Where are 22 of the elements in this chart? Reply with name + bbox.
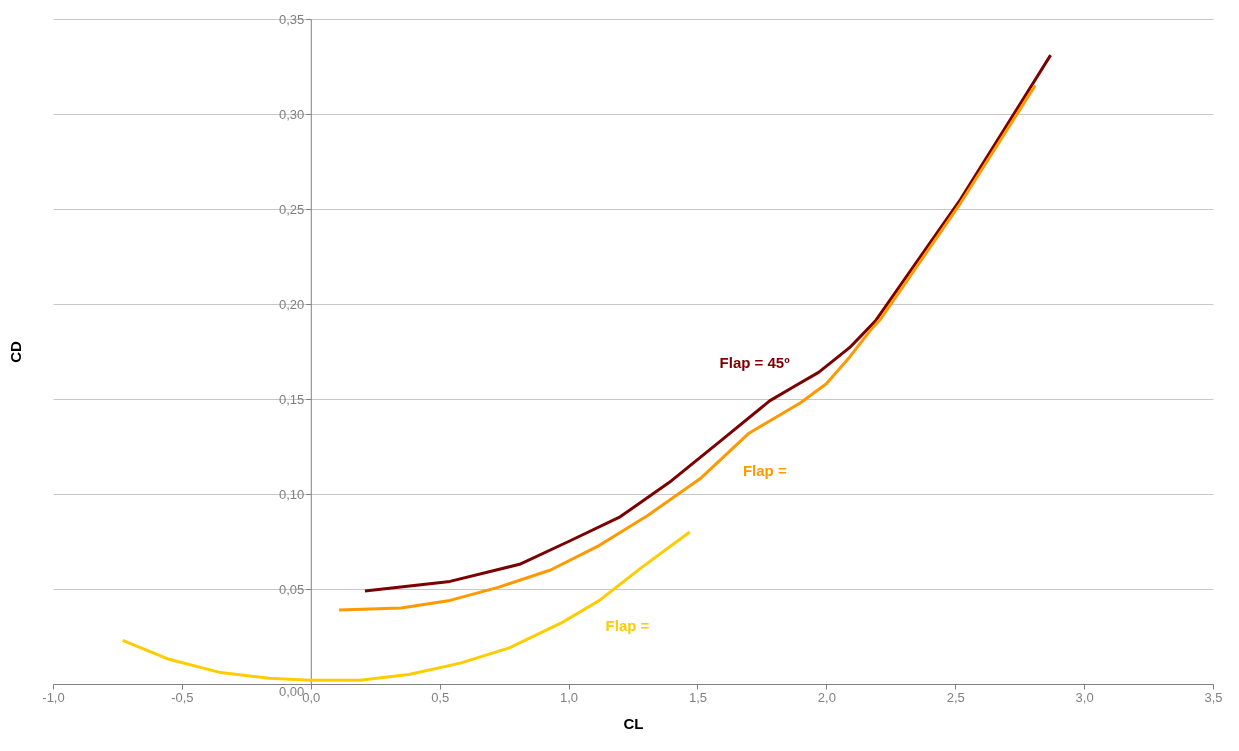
series-label: Flap =	[742, 462, 787, 479]
line-series	[121, 530, 692, 682]
y-tick-label: 0,35	[278, 11, 305, 27]
x-tick-label: 2,5	[946, 689, 965, 705]
y-tick-label: 0,25	[278, 201, 305, 217]
x-tick-label: 3,5	[1204, 689, 1223, 705]
y-tick-label: 0,10	[278, 486, 305, 502]
y-tick-label: 0,30	[278, 106, 305, 122]
x-tick-label: 1,0	[560, 689, 579, 705]
x-tick-label: 0,5	[431, 689, 450, 705]
y-tick-label: 0,20	[278, 296, 305, 312]
x-axis-title: CL	[623, 714, 644, 732]
x-tick-label: 2,0	[817, 689, 836, 705]
x-tick-label: -1,0	[42, 689, 65, 705]
y-axis-title: CD	[6, 341, 24, 363]
y-tick-label: 0,15	[278, 391, 305, 407]
series-label: Flap = 45º	[719, 353, 791, 371]
x-tick-label: 3,0	[1075, 689, 1094, 705]
x-tick-label: -0,5	[171, 689, 194, 705]
y-tick-label: 0,05	[278, 581, 305, 597]
x-tick-label: 1,5	[688, 689, 707, 705]
series-label: Flap =	[605, 617, 650, 635]
